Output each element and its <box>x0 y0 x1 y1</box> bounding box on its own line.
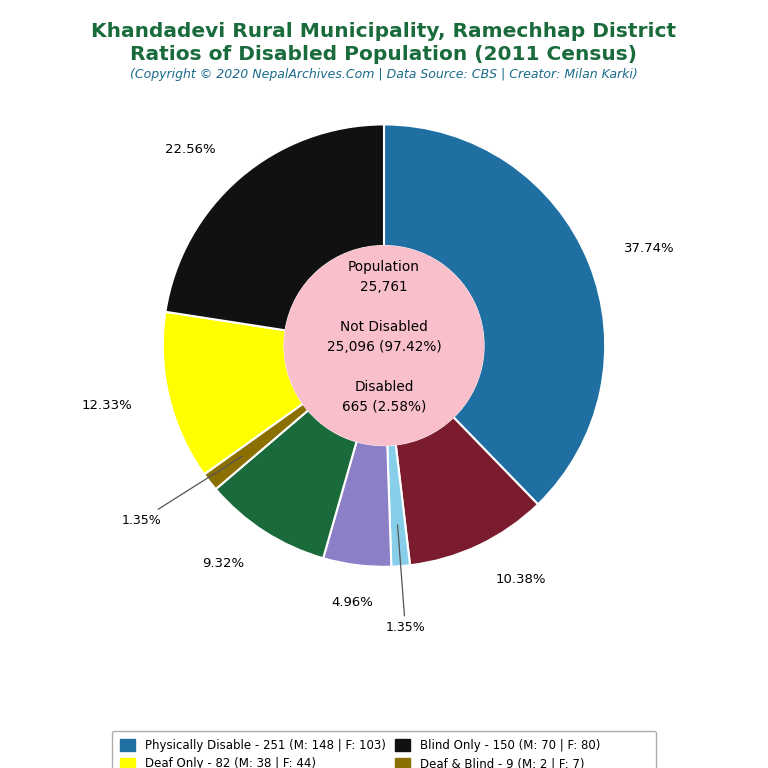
Wedge shape <box>216 410 356 558</box>
Text: 37.74%: 37.74% <box>624 242 674 255</box>
Wedge shape <box>396 417 538 565</box>
Wedge shape <box>323 442 392 567</box>
Text: Population
25,761

Not Disabled
25,096 (97.42%)

Disabled
665 (2.58%): Population 25,761 Not Disabled 25,096 (9… <box>326 260 442 414</box>
Circle shape <box>284 246 484 445</box>
Text: Khandadevi Rural Municipality, Ramechhap District: Khandadevi Rural Municipality, Ramechhap… <box>91 22 677 41</box>
Text: 1.35%: 1.35% <box>121 456 242 527</box>
Wedge shape <box>165 124 384 330</box>
Text: 22.56%: 22.56% <box>165 143 216 156</box>
Text: (Copyright © 2020 NepalArchives.Com | Data Source: CBS | Creator: Milan Karki): (Copyright © 2020 NepalArchives.Com | Da… <box>130 68 638 81</box>
Text: Ratios of Disabled Population (2011 Census): Ratios of Disabled Population (2011 Cens… <box>131 45 637 64</box>
Text: 12.33%: 12.33% <box>81 399 132 412</box>
Text: 1.35%: 1.35% <box>386 525 425 634</box>
Text: 9.32%: 9.32% <box>202 557 244 570</box>
Text: 4.96%: 4.96% <box>331 596 373 609</box>
Wedge shape <box>387 445 410 567</box>
Wedge shape <box>163 312 303 475</box>
Wedge shape <box>384 124 605 505</box>
Text: 10.38%: 10.38% <box>495 573 546 586</box>
Wedge shape <box>204 403 308 489</box>
Legend: Physically Disable - 251 (M: 148 | F: 103), Deaf Only - 82 (M: 38 | F: 44), Spee: Physically Disable - 251 (M: 148 | F: 10… <box>111 731 657 768</box>
